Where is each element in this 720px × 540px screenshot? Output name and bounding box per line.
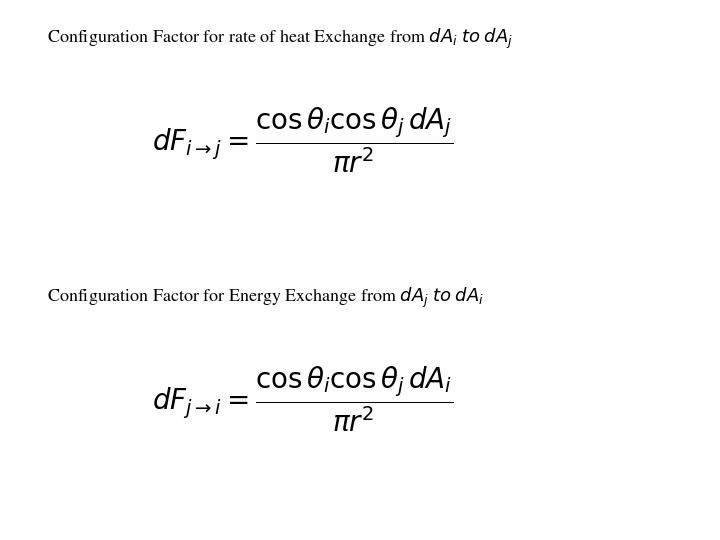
Text: $dF_{j\rightarrow i} = \dfrac{\cos\theta_i\cos\theta_j\,dA_i}{\pi r^2}$: $dF_{j\rightarrow i} = \dfrac{\cos\theta… — [152, 365, 453, 434]
Text: Configuration Factor for rate of heat Exchange from $dA_i$ $\mathit{to}$ $dA_j$: Configuration Factor for rate of heat Ex… — [47, 27, 513, 51]
Text: Configuration Factor for Energy Exchange from $dA_j$ $\mathit{to}$ $dA_i$: Configuration Factor for Energy Exchange… — [47, 286, 484, 310]
Text: $dF_{i\rightarrow j} = \dfrac{\cos\theta_i\cos\theta_j\,dA_j}{\pi r^2}$: $dF_{i\rightarrow j} = \dfrac{\cos\theta… — [152, 106, 453, 175]
